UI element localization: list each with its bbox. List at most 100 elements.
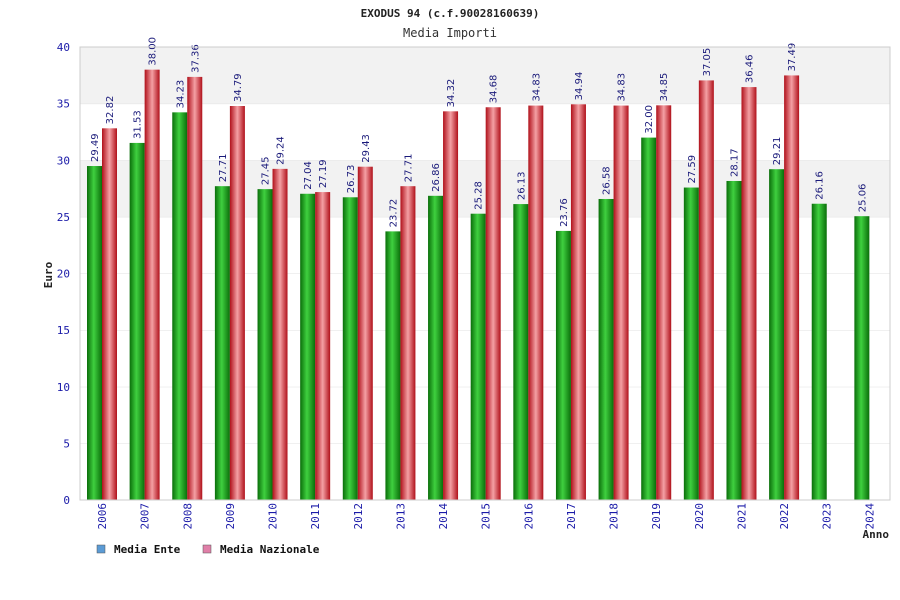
legend-label-ente: Media Ente (114, 543, 181, 556)
legend: Media Ente Media Nazionale (96, 543, 320, 556)
y-tick-label: 20 (57, 268, 70, 281)
bar-media-ente (257, 189, 273, 500)
bar-media-ente (342, 197, 358, 500)
y-axis-ticks: 0 5 10 15 20 25 30 35 40 (57, 41, 70, 507)
data-label-nazionale: 34.68 (489, 75, 500, 104)
x-tick-label: 2023 (821, 503, 834, 530)
bar-media-ente (129, 142, 145, 501)
x-tick-label: 2021 (735, 503, 748, 530)
bar-media-ente (87, 166, 102, 500)
data-label-nazionale: 34.83 (531, 73, 542, 102)
data-label-ente: 25.06 (857, 184, 868, 213)
data-label-nazionale: 27.19 (318, 159, 329, 188)
data-label-nazionale: 34.79 (233, 73, 244, 102)
plot-frame (79, 46, 891, 501)
bar-media-ente (683, 187, 699, 500)
data-label-nazionale: 29.24 (276, 136, 287, 165)
x-tick-label: 2015 (480, 503, 493, 530)
data-label-nazionale: 37.49 (787, 43, 798, 72)
bar-media-nazionale (613, 105, 629, 501)
x-tick-label: 2010 (267, 503, 280, 530)
bar-media-ente (214, 186, 230, 500)
bar-media-nazionale (357, 166, 373, 500)
bar-media-ente (811, 203, 827, 500)
x-axis-ticks: 2006 2007 2008 2009 2010 2011 2012 2013 2014 2015… (96, 503, 876, 530)
data-label-ente: 27.04 (303, 161, 314, 190)
x-tick-label: 2018 (608, 503, 621, 530)
data-label-ente: 26.73 (346, 165, 357, 194)
bar-media-ente (555, 230, 571, 500)
y-tick-label: 10 (57, 381, 70, 394)
data-label-ente: 26.86 (431, 163, 442, 192)
bar-media-nazionale (229, 106, 245, 501)
bar-media-ente (385, 231, 401, 500)
data-label-nazionale: 34.32 (446, 79, 457, 108)
bar-media-ente (726, 180, 742, 501)
bar-media-nazionale (485, 107, 501, 501)
data-label-nazionale: 34.94 (574, 72, 585, 101)
chart-title: EXODUS 94 (c.f.90028160639) (361, 7, 540, 20)
data-label-ente: 26.13 (516, 171, 527, 200)
bar-media-nazionale (187, 76, 203, 500)
bar-media-ente (428, 195, 444, 501)
data-label-ente: 28.17 (729, 148, 740, 177)
data-label-ente: 31.53 (133, 110, 144, 139)
data-label-nazionale: 32.82 (105, 96, 116, 125)
bar-media-ente (172, 112, 188, 501)
x-tick-label: 2009 (224, 503, 237, 530)
bar-media-ente (769, 169, 785, 500)
x-tick-label: 2008 (181, 503, 194, 530)
bar-media-nazionale (698, 80, 714, 500)
bar-media-nazionale (570, 104, 586, 500)
y-tick-label: 5 (63, 437, 70, 450)
x-tick-label: 2016 (522, 503, 535, 530)
data-label-nazionale: 34.83 (617, 73, 628, 102)
bar-media-nazionale (784, 75, 800, 500)
data-label-ente: 34.23 (175, 80, 186, 109)
data-label-nazionale: 36.46 (744, 54, 755, 83)
data-label-nazionale: 29.43 (361, 134, 372, 163)
data-label-ente: 27.45 (261, 156, 272, 185)
y-tick-label: 30 (57, 154, 70, 167)
data-label-ente: 29.49 (90, 133, 101, 162)
x-tick-label: 2019 (650, 503, 663, 530)
y-tick-label: 15 (57, 324, 70, 337)
bar-media-nazionale (102, 128, 117, 500)
chart-subtitle: Media Importi (403, 26, 497, 40)
y-tick-label: 35 (57, 98, 70, 111)
x-tick-label: 2014 (437, 503, 450, 530)
x-tick-label: 2011 (309, 503, 322, 530)
x-tick-label: 2006 (96, 503, 109, 530)
data-label-nazionale: 37.05 (702, 48, 713, 77)
y-axis-label: Euro (42, 261, 55, 288)
data-label-ente: 23.76 (559, 198, 570, 227)
bar-media-nazionale (272, 168, 288, 500)
bar-media-nazionale (741, 87, 757, 500)
x-axis-label: Anno (863, 528, 890, 541)
data-label-ente: 26.16 (815, 171, 826, 200)
x-tick-label: 2022 (778, 503, 791, 530)
data-label-ente: 25.28 (474, 181, 485, 210)
x-tick-label: 2017 (565, 503, 578, 530)
legend-swatch-nazionale (202, 544, 212, 554)
data-label-ente: 27.71 (218, 154, 229, 183)
bar-media-ente (470, 213, 486, 501)
data-label-nazionale: 38.00 (148, 37, 159, 66)
bar-media-nazionale (528, 105, 544, 501)
data-label-nazionale: 34.85 (659, 73, 670, 102)
data-label-nazionale: 27.71 (403, 154, 414, 183)
y-tick-label: 0 (63, 494, 70, 507)
x-tick-label: 2012 (352, 503, 365, 530)
bar-media-nazionale (400, 186, 416, 500)
bar-media-nazionale (315, 192, 331, 501)
x-tick-label: 2007 (139, 503, 152, 530)
x-tick-label: 2024 (863, 503, 876, 530)
y-tick-label: 25 (57, 211, 70, 224)
data-label-ente: 23.72 (388, 199, 399, 228)
data-label-nazionale: 37.36 (190, 44, 201, 73)
data-label-ente: 29.21 (772, 137, 783, 166)
x-tick-label: 2020 (693, 503, 706, 530)
x-tick-label: 2013 (394, 503, 407, 530)
bars: 29.49 32.82 31.53 38.00 34.23 37.36 27.71 34.79… (87, 37, 870, 501)
